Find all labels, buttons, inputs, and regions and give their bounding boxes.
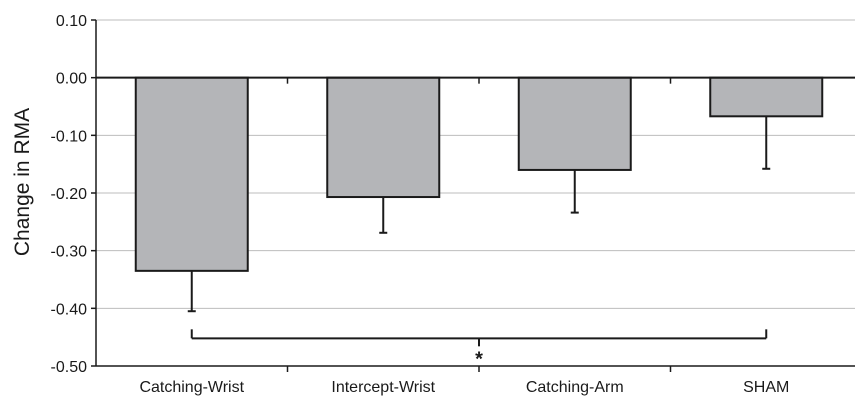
bar: [326, 76, 441, 199]
significance-bracket: *: [190, 329, 768, 370]
category-label: Catching-Wrist: [139, 379, 244, 396]
y-tick-label: 0.00: [56, 71, 87, 88]
y-tick-label: -0.20: [51, 186, 88, 203]
bar: [134, 76, 249, 272]
y-tick-label: -0.10: [51, 128, 88, 145]
category-label: SHAM: [743, 379, 789, 396]
bar: [517, 76, 632, 171]
y-tick-labels: 0.10 0.00 -0.10 -0.20 -0.30 -0.40 -0.50: [51, 13, 88, 376]
significance-star: *: [475, 348, 483, 370]
y-tick-label: -0.50: [51, 359, 88, 376]
category-label: Intercept-Wrist: [331, 379, 435, 396]
bar: [709, 76, 824, 118]
bars: [134, 76, 824, 313]
y-axis-title: Change in RMA: [11, 108, 34, 256]
y-tick-label: -0.40: [51, 301, 88, 318]
category-labels: Catching-Wrist Intercept-Wrist Catching-Ar…: [139, 379, 789, 396]
y-tick-label: 0.10: [56, 13, 87, 30]
axes: [91, 19, 855, 372]
y-tick-label: -0.30: [51, 244, 88, 261]
category-label: Catching-Arm: [526, 379, 624, 396]
